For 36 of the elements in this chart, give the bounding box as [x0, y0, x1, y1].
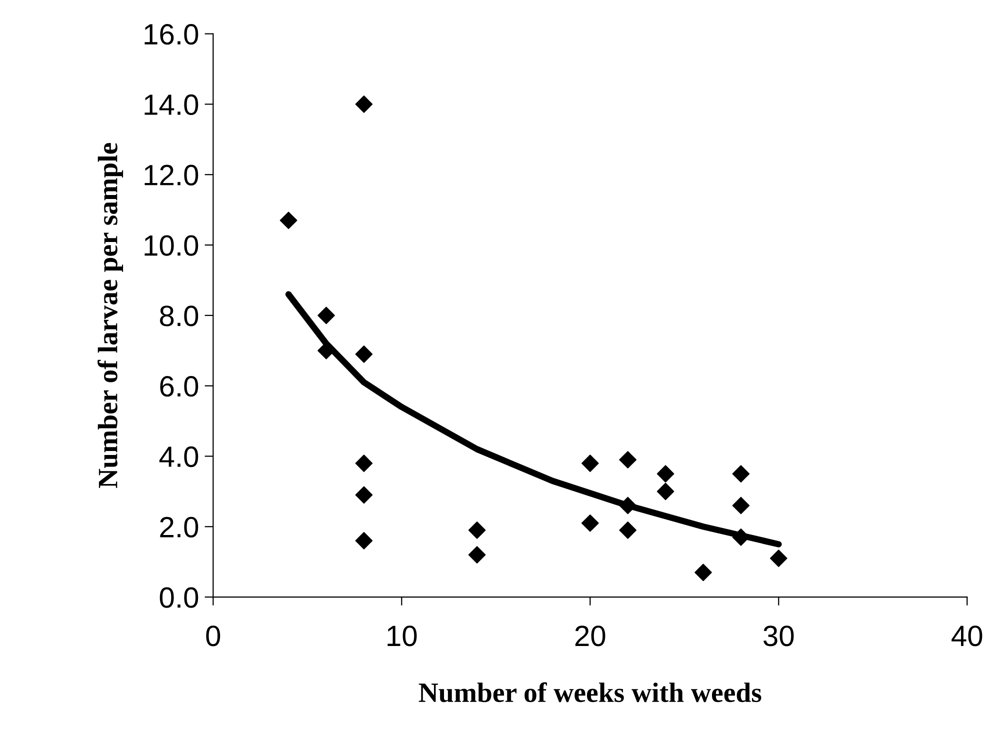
point: [318, 306, 335, 324]
y-tick-label: 12.0: [144, 164, 198, 186]
point: [468, 521, 486, 539]
point: [355, 345, 373, 363]
x-tick-label: 40: [952, 626, 982, 646]
point: [581, 514, 599, 532]
point: [619, 496, 637, 514]
point: [468, 546, 486, 564]
y-tick-label: 8.0: [160, 306, 198, 326]
y-tick-label: 14.0: [144, 94, 198, 116]
point: [656, 482, 674, 500]
y-tick-label: 6.0: [160, 376, 198, 397]
point: [694, 564, 712, 582]
point: [732, 465, 750, 483]
y-tick-label: 10.0: [144, 235, 198, 256]
y-tick-label: 4.0: [159, 446, 198, 468]
point: [732, 496, 750, 514]
point: [355, 486, 373, 504]
x-axis-title: Number of weeks with weeds: [418, 682, 762, 702]
x-tick-label: 30: [764, 626, 794, 646]
point: [619, 521, 637, 539]
point: [581, 454, 599, 472]
y-tick-label: 0.0: [160, 587, 198, 608]
y-tick-label: 2.0: [160, 516, 198, 538]
point: [619, 451, 637, 468]
y-tick-label: 16.0: [144, 24, 198, 45]
y-axis-title: Number of larvae per sample: [98, 143, 124, 488]
x-tick-label: 10: [388, 626, 417, 646]
point: [770, 550, 788, 568]
x-tick-label: 20: [575, 626, 606, 646]
point: [355, 532, 373, 550]
point: [355, 96, 373, 113]
x-tick-label: 0: [206, 626, 220, 646]
point: [656, 465, 674, 483]
point: [280, 212, 298, 230]
point: [355, 454, 373, 472]
